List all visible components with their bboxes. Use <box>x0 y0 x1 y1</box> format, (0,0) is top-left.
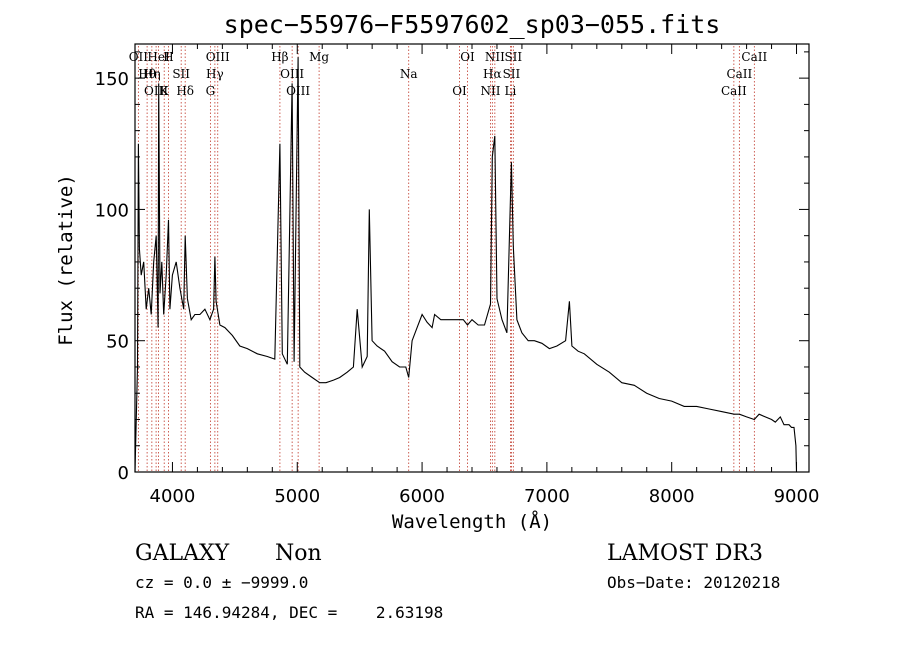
spectral-line-label: Hα <box>483 67 502 81</box>
spectral-line-label: OIII <box>206 50 230 64</box>
spectral-line-label: CaII <box>741 50 767 64</box>
survey-name: LAMOST DR3 <box>607 541 763 566</box>
y-axis-label: Flux (relative) <box>55 174 77 346</box>
object-subclass: Non <box>275 541 322 566</box>
redshift-value: cz = 0.0 ± −9999.0 <box>135 573 308 592</box>
spectral-line-label: NII <box>485 50 505 64</box>
ra-dec-coordinates: RA = 146.94284, DEC = 2.63198 <box>135 603 443 622</box>
spectral-line-label: Na <box>400 67 418 81</box>
x-tick-label: 4000 <box>150 486 196 507</box>
spectral-lines-layer <box>137 46 755 472</box>
x-tick-label: 7000 <box>524 486 570 507</box>
spectral-line-label: OI <box>460 50 475 64</box>
spectral-line-label: OIII <box>286 84 310 98</box>
x-tick-label: 6000 <box>399 486 445 507</box>
observation-date: Obs−Date: 20120218 <box>607 573 780 592</box>
spectral-line-labels: OII Hθ OIII HeI Hη K H SII Hδ OIII Hγ G Hβ OIII OIII Mg… <box>129 50 768 98</box>
spectral-line-label: CaII <box>721 84 747 98</box>
chart-title: spec−55976−F5597602_sp03−055.fits <box>224 10 721 39</box>
spectral-line-label: Hη <box>143 67 161 81</box>
x-axis-label: Wavelength (Å) <box>392 510 552 533</box>
object-class: GALAXY <box>135 541 230 566</box>
spectral-line-label: HeI <box>147 50 170 64</box>
y-tick-label: 100 <box>95 200 129 221</box>
spectral-line-label: NII <box>480 84 500 98</box>
axis-ticks: 4000 5000 6000 7000 8000 9000 0 50 100 150 <box>95 44 820 507</box>
plot-frame <box>134 43 810 473</box>
spectral-line-label: Hδ <box>176 84 194 98</box>
spectral-line-label: Hβ <box>271 50 288 64</box>
spectral-line-label: Hγ <box>206 67 224 81</box>
x-tick-label: 9000 <box>774 486 820 507</box>
spectral-line-label: SII <box>172 67 190 81</box>
spectral-line-label: SII <box>504 50 522 64</box>
spectral-line-label: OIII <box>280 67 304 81</box>
spectral-line-label: OIII <box>144 84 168 98</box>
x-tick-label: 5000 <box>274 486 320 507</box>
spectral-line-label: OI <box>452 84 467 98</box>
spectral-line-label: OII <box>129 50 149 64</box>
y-tick-label: 50 <box>106 332 129 353</box>
x-tick-label: 8000 <box>649 486 695 507</box>
spectral-line-label: Mg <box>309 50 329 64</box>
spectral-line-label: H <box>163 50 173 64</box>
spectral-line-label: Hθ <box>138 67 156 81</box>
spectral-line-label: G <box>206 84 216 98</box>
spectral-line-label: SII <box>503 67 521 81</box>
y-tick-label: 0 <box>118 463 129 484</box>
spectral-line-label: K <box>160 84 170 98</box>
y-tick-label: 150 <box>95 69 129 90</box>
spectral-line-label: Li <box>505 84 517 98</box>
spectral-line-label: CaII <box>726 67 752 81</box>
spectrum-line <box>134 57 798 473</box>
